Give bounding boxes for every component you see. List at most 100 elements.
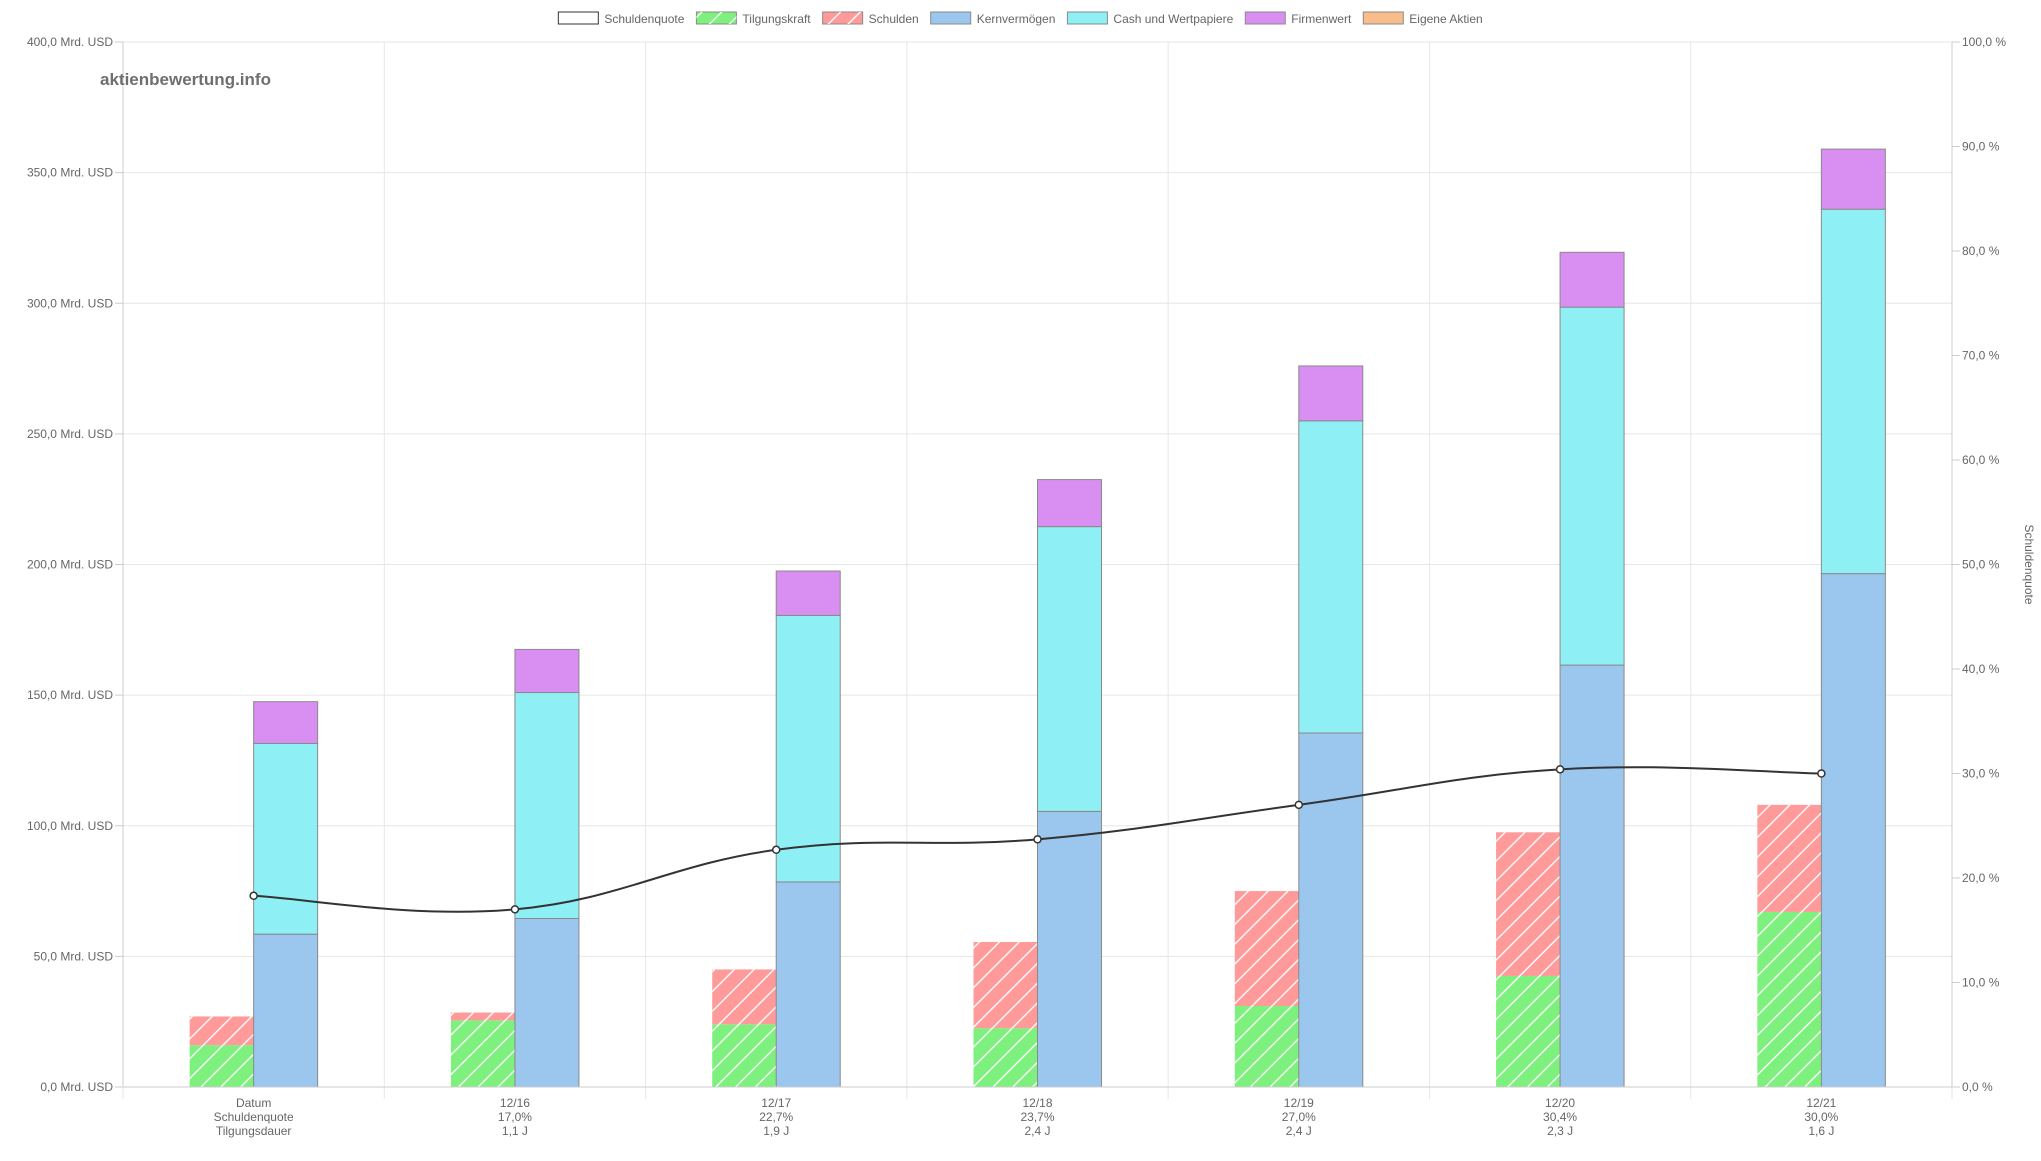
- watermark-logo: aktienbewertung.info: [100, 70, 271, 89]
- bar-kernvermoegen: [1820, 573, 1886, 1088]
- bar-firmenwert: [1037, 479, 1102, 528]
- y2-tick-label: 50,0 %: [1962, 558, 2000, 572]
- y-tick-label: 200,0 Mrd. USD: [27, 558, 113, 572]
- legend-swatch: [557, 11, 599, 25]
- x-tick-label: 30,4%: [1543, 1110, 1577, 1124]
- bar-schulden-hatch: [189, 1016, 254, 1046]
- bar-kernvermoegen: [253, 933, 319, 1088]
- bar-cash: [775, 614, 841, 883]
- y2-tick-label: 70,0 %: [1962, 349, 2000, 363]
- x-tick-label: 1,9 J: [763, 1124, 789, 1138]
- schuldenquote-point: [1294, 800, 1304, 810]
- x-tick-label: 2,4 J: [1286, 1124, 1312, 1138]
- bar-kernvermoegen: [775, 881, 841, 1088]
- y-tick-label: 350,0 Mrd. USD: [27, 166, 113, 180]
- y-tick-label: 50,0 Mrd. USD: [34, 949, 114, 963]
- x-tick-label: 27,0%: [1282, 1110, 1316, 1124]
- bar-firmenwert: [1298, 365, 1364, 422]
- bar-cash: [1037, 526, 1102, 812]
- axes: 0,0 Mrd. USD 50,0 Mrd. USD 100,0 Mrd. USD 1…: [27, 35, 2036, 1138]
- legend-label: Tilgungskraft: [742, 12, 811, 26]
- legend-label: Schulden: [869, 12, 919, 26]
- x-tick-label: Datum: [236, 1096, 271, 1110]
- bar-firmenwert: [1820, 148, 1886, 210]
- bar-kernvermoegen: [1559, 664, 1625, 1088]
- x-tick-label: 12/16: [500, 1096, 530, 1110]
- legend-label: Schuldenquote: [604, 12, 684, 26]
- legend-item-schuldenquote[interactable]: Schuldenquote: [557, 11, 685, 26]
- x-tick-label: 1,6 J: [1808, 1124, 1834, 1138]
- bar-cash: [253, 742, 319, 935]
- bar-cash: [514, 692, 580, 919]
- y2-tick-label: 10,0 %: [1962, 976, 2000, 990]
- x-tick-label: 1,1 J: [502, 1124, 528, 1138]
- bar-kernvermoegen: [1037, 810, 1102, 1088]
- bar-kernvermoegen: [514, 917, 580, 1088]
- legend-label: Kernvermögen: [977, 12, 1056, 26]
- bar-schulden-hatch: [1757, 804, 1822, 912]
- legend-swatch: [1244, 11, 1286, 25]
- bar-tilgungskraft-hatch: [450, 1020, 515, 1087]
- bar-firmenwert: [253, 701, 319, 744]
- legend[interactable]: Schuldenquote Tilgungskraft Schulden Kernve…: [557, 11, 1483, 26]
- x-tick-label: 2,4 J: [1024, 1124, 1050, 1138]
- x-tick-label: 12/21: [1806, 1096, 1836, 1110]
- legend-item-tilgungskraft[interactable]: Tilgungskraft: [695, 11, 811, 26]
- legend-item-kernvermoegen[interactable]: Kernvermögen: [930, 11, 1056, 26]
- schuldenquote-point: [510, 905, 520, 914]
- legend-swatch-hatch: [822, 12, 863, 24]
- x-tick-label: 30,0%: [1804, 1110, 1838, 1124]
- legend-item-cash[interactable]: Cash und Wertpapiere: [1066, 11, 1234, 26]
- y-tick-label: 400,0 Mrd. USD: [27, 35, 113, 49]
- legend-label: Eigene Aktien: [1409, 12, 1482, 26]
- x-tick-label: Tilgungsdauer: [216, 1124, 292, 1138]
- bar-tilgungskraft-hatch: [1496, 975, 1561, 1087]
- x-tick-label: 12/20: [1545, 1096, 1575, 1110]
- schuldenquote-line: [249, 765, 1826, 914]
- x-tick-label: 23,7%: [1020, 1110, 1054, 1124]
- bar-tilgungskraft-hatch: [712, 1024, 777, 1087]
- legend-item-firmenwert[interactable]: Firmenwert: [1244, 11, 1352, 26]
- y-tick-label: 300,0 Mrd. USD: [27, 296, 113, 310]
- x-tick-label: Schuldenquote: [214, 1110, 294, 1124]
- legend-item-eigene_aktien[interactable]: Eigene Aktien: [1362, 11, 1483, 26]
- y2-tick-label: 20,0 %: [1962, 871, 2000, 885]
- bar-tilgungskraft-hatch: [1757, 911, 1822, 1087]
- schuldenquote-point: [771, 845, 781, 855]
- schuldenquote-point: [1817, 769, 1826, 778]
- bar-tilgungskraft-hatch: [189, 1045, 254, 1087]
- legend-item-schulden[interactable]: Schulden: [822, 11, 919, 26]
- y-tick-label: 100,0 Mrd. USD: [27, 819, 113, 833]
- x-tick-label: 12/18: [1022, 1096, 1052, 1110]
- bar-schulden-hatch: [712, 969, 777, 1025]
- x-tick-label: 2,3 J: [1547, 1124, 1573, 1138]
- bar-cash: [1559, 306, 1625, 666]
- x-tick-label: 12/19: [1284, 1096, 1314, 1110]
- bar-kernvermoegen: [1298, 732, 1364, 1088]
- legend-swatch-hatch: [696, 12, 737, 24]
- bars: [189, 148, 1886, 1088]
- schuldenquote-point: [1555, 765, 1565, 774]
- bar-schulden-hatch: [450, 1012, 515, 1021]
- x-tick-label: 17,0%: [498, 1110, 532, 1124]
- bar-firmenwert: [775, 570, 841, 616]
- y2-axis-title: Schuldenquote: [2022, 524, 2036, 604]
- x-tick-label: 22,7%: [759, 1110, 793, 1124]
- bar-schulden-hatch: [1234, 891, 1299, 1007]
- legend-label: Firmenwert: [1291, 12, 1352, 26]
- y-tick-label: 250,0 Mrd. USD: [27, 427, 113, 441]
- y2-tick-label: 90,0 %: [1962, 140, 2000, 154]
- schuldenquote-point: [1033, 835, 1042, 844]
- y2-tick-label: 40,0 %: [1962, 662, 2000, 676]
- bar-tilgungskraft-hatch: [1234, 1006, 1299, 1087]
- bar-schulden-hatch: [1496, 832, 1561, 976]
- bar-tilgungskraft-hatch: [973, 1028, 1038, 1087]
- y2-tick-label: 80,0 %: [1962, 244, 2000, 258]
- bar-firmenwert: [1559, 251, 1625, 308]
- legend-label: Cash und Wertpapiere: [1113, 12, 1233, 26]
- bar-cash: [1820, 208, 1886, 575]
- y2-tick-label: 0,0 %: [1962, 1080, 1993, 1094]
- bar-schulden-hatch: [973, 942, 1038, 1029]
